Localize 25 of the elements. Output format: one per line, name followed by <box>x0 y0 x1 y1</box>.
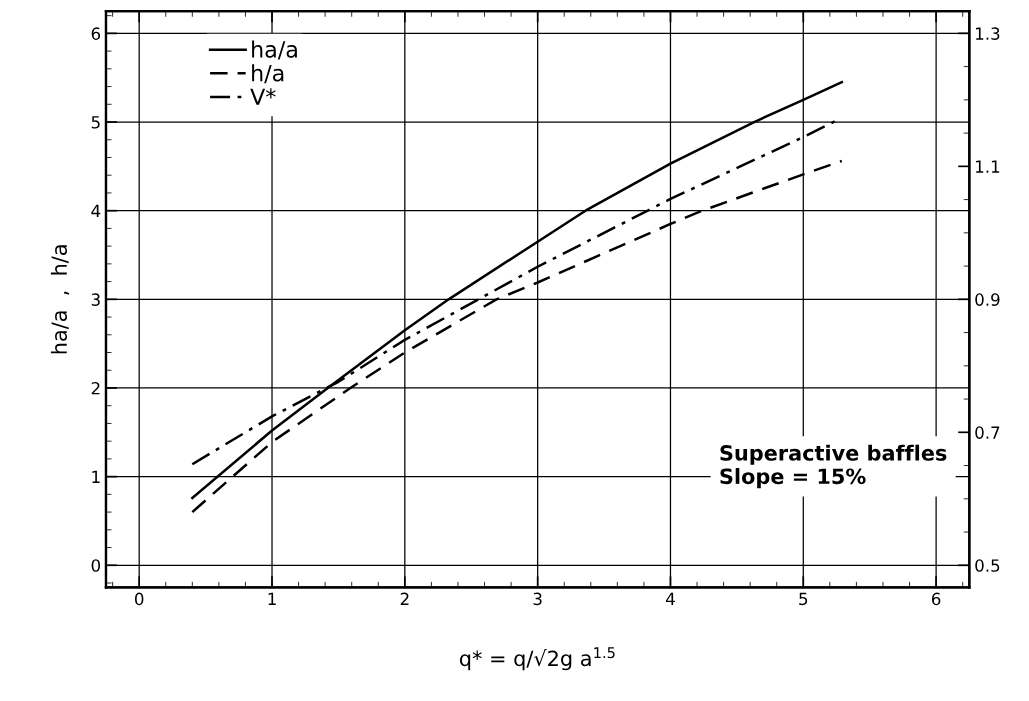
y2-tick-label: 0.9 <box>975 293 1000 306</box>
x-tick-label: 4 <box>665 592 675 605</box>
x-tick-label: 2 <box>400 592 409 605</box>
y-tick-label: 5 <box>91 116 100 129</box>
y-tick-label: 2 <box>91 381 100 395</box>
y2-tick-label: 0.5 <box>975 559 1000 572</box>
y-tick-label: 3 <box>91 293 100 306</box>
y-axis-title: ha/a , h/a <box>50 245 70 354</box>
x-axis-title: q* = q/√2g a$^{1.5}$ <box>459 647 615 671</box>
x-tick-label: 0 <box>134 592 144 606</box>
legend-label: h/a <box>252 64 284 84</box>
x-tick-label: 5 <box>799 592 808 606</box>
y-tick-label: 6 <box>91 27 101 40</box>
x-tick-label: 1 <box>268 592 276 605</box>
y2-tick-label: 1.1 <box>976 160 1000 173</box>
legend-label: ha/a <box>252 40 297 60</box>
legend-label: V* <box>250 88 276 105</box>
y-tick-label: 4 <box>91 204 101 218</box>
x-tick-label: 3 <box>533 592 542 606</box>
annotation: Superactive baffles Slope = 15% <box>720 444 947 489</box>
y-tick-label: 0 <box>91 559 101 572</box>
y-tick-label: 1 <box>92 470 100 483</box>
x-tick-label: 6 <box>931 592 941 606</box>
y2-tick-label: 1.3 <box>976 27 1000 40</box>
y2-tick-label: 0.7 <box>975 426 1000 439</box>
